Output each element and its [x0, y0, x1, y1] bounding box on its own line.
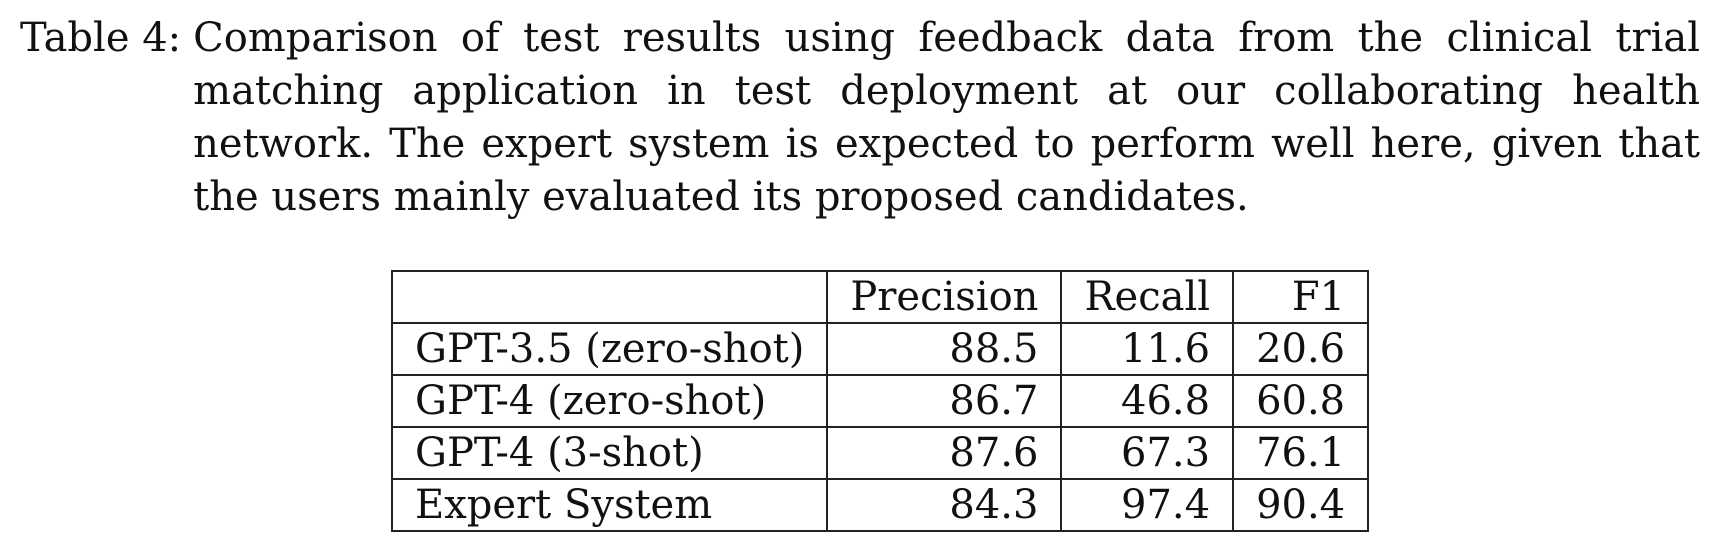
- model-name: GPT-3.5 (zero-shot): [390, 322, 829, 376]
- recall-value: 67.3: [1060, 426, 1235, 480]
- f1-value: 60.8: [1232, 374, 1370, 428]
- header-f1: F1: [1232, 270, 1370, 324]
- table-caption: Table 4: Comparison of test results usin…: [20, 12, 1700, 224]
- table-row: GPT-4 (zero-shot) 86.7 46.8 60.8: [390, 374, 1370, 428]
- table-row: GPT-3.5 (zero-shot) 88.5 11.6 20.6: [390, 322, 1370, 376]
- precision-value: 88.5: [826, 322, 1063, 376]
- model-name: GPT-4 (3-shot): [390, 426, 829, 480]
- precision-value: 86.7: [826, 374, 1063, 428]
- model-name: Expert System: [390, 478, 829, 532]
- header-model: [390, 270, 829, 324]
- recall-value: 11.6: [1060, 322, 1235, 376]
- header-precision: Precision: [826, 270, 1063, 324]
- caption-label: Table 4:: [20, 15, 182, 61]
- precision-value: 87.6: [826, 426, 1063, 480]
- model-name: GPT-4 (zero-shot): [390, 374, 829, 428]
- recall-value: 97.4: [1060, 478, 1235, 532]
- f1-value: 20.6: [1232, 322, 1370, 376]
- caption-text: Comparison of test results using feedbac…: [193, 15, 1700, 220]
- header-recall: Recall: [1060, 270, 1235, 324]
- table-row: GPT-4 (3-shot) 87.6 67.3 76.1: [390, 426, 1370, 480]
- precision-value: 84.3: [826, 478, 1063, 532]
- f1-value: 76.1: [1232, 426, 1370, 480]
- table-row: Expert System 84.3 97.4 90.4: [390, 478, 1370, 532]
- table-header-row: Precision Recall F1: [390, 270, 1370, 324]
- results-table: Precision Recall F1 GPT-3.5 (zero-shot) …: [390, 270, 1370, 532]
- recall-value: 46.8: [1060, 374, 1235, 428]
- f1-value: 90.4: [1232, 478, 1370, 532]
